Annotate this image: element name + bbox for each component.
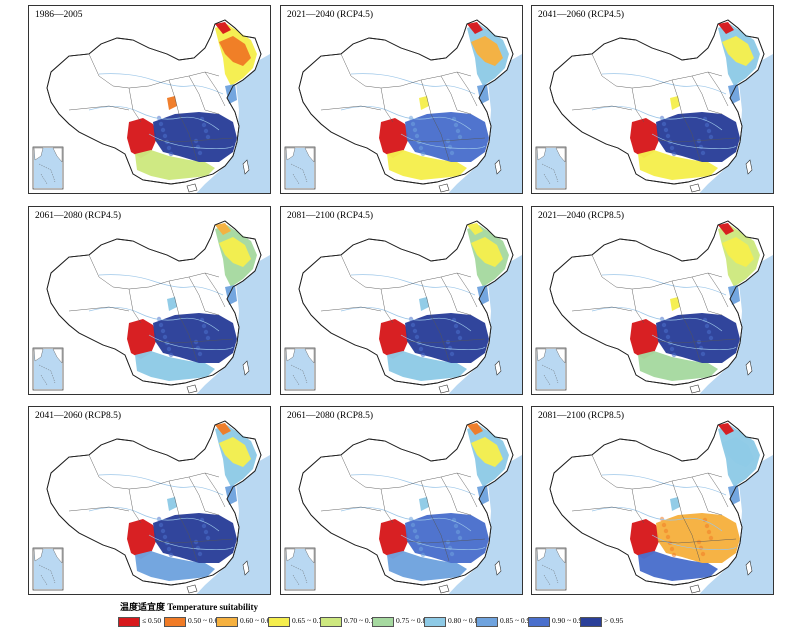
legend-label: 0.70 ~ 0.75 [344,616,379,625]
china-map [535,420,773,594]
legend-swatch [476,617,498,627]
china-map [535,220,773,394]
panel-title: 2021—2040 (RCP4.5) [287,10,374,20]
china-map [32,220,270,394]
map-panel-1986-2005: 1986—2005 [28,5,271,194]
legend-swatch [580,617,602,627]
legend-label: > 0.95 [604,616,624,625]
map-panel-2081-2100-rcp45: 2081—2100 (RCP4.5) [280,206,523,395]
panel-title: 2081—2100 (RCP8.5) [538,411,625,421]
legend-swatch [216,617,238,627]
legend-swatch [118,617,140,627]
map-panel-2061-2080-rcp85: 2061—2080 (RCP8.5) [280,406,523,595]
panel-title: 2041—2060 (RCP4.5) [538,10,625,20]
panel-title: 2081—2100 (RCP4.5) [287,211,374,221]
legend-title: 温度适宜度 Temperature suitability [120,602,259,612]
map-panel-2041-2060-rcp45: 2041—2060 (RCP4.5) [531,5,774,194]
map-panel-2021-2040-rcp85: 2021—2040 (RCP8.5) [531,206,774,395]
panel-title: 2061—2080 (RCP8.5) [287,411,374,421]
legend-swatch [372,617,394,627]
legend-swatch [164,617,186,627]
legend-swatch [424,617,446,627]
legend-label: 0.80 ~ 0.85 [448,616,483,625]
china-map [284,420,522,594]
legend-label: 0.65 ~ 0.70 [292,616,327,625]
map-panel-2081-2100-rcp85: 2081—2100 (RCP8.5) [531,406,774,595]
map-panel-2061-2080-rcp45: 2061—2080 (RCP4.5) [28,206,271,395]
legend-label: 0.60 ~ 0.65 [240,616,275,625]
legend-swatch [320,617,342,627]
china-map [284,220,522,394]
legend-swatch [528,617,550,627]
legend-label: 0.50 ~ 0.60 [188,616,223,625]
panel-title: 1986—2005 [35,10,83,20]
legend-label: 0.75 ~ 0.80 [396,616,431,625]
legend-swatch [268,617,290,627]
panel-title: 2061—2080 (RCP4.5) [35,211,122,221]
china-map [284,19,522,193]
china-map [32,420,270,594]
china-map [32,19,270,193]
panel-title: 2041—2060 (RCP8.5) [35,411,122,421]
legend-label: ≤ 0.50 [142,616,162,625]
map-panel-2021-2040-rcp45: 2021—2040 (RCP4.5) [280,5,523,194]
legend-label: 0.90 ~ 0.95 [552,616,587,625]
china-map [535,19,773,193]
panel-title: 2021—2040 (RCP8.5) [538,211,625,221]
map-panel-2041-2060-rcp85: 2041—2060 (RCP8.5) [28,406,271,595]
legend-label: 0.85 ~ 0.90 [500,616,535,625]
